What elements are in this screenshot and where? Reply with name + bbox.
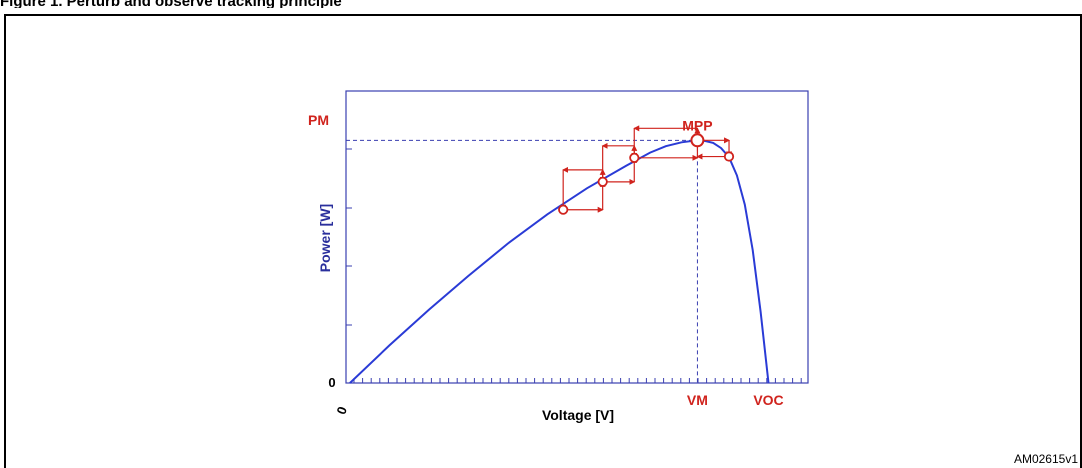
figure-frame — [4, 14, 1082, 468]
operating-point — [558, 204, 569, 215]
y-axis-label: Power [W] — [317, 204, 333, 272]
y-origin-label: 0 — [328, 375, 335, 390]
x-axis-ticks — [353, 378, 802, 383]
figure-caption: Figure 1. Perturb and observe tracking p… — [0, 0, 1082, 8]
operating-point — [597, 176, 608, 187]
figure-id: AM02615v1 — [1013, 452, 1078, 466]
perturb-observe-steps — [558, 125, 735, 215]
voc-label: VOC — [753, 392, 783, 408]
power-curve — [349, 139, 770, 384]
plot-border — [345, 90, 809, 384]
x-origin-label: 0 — [333, 404, 350, 416]
operating-point — [723, 151, 735, 162]
pm-label: PM — [308, 112, 329, 128]
x-axis-label: Voltage [V] — [542, 407, 614, 423]
mpp-guides — [346, 139, 698, 383]
mpp-label: MPP — [682, 117, 712, 133]
y-axis-ticks — [346, 148, 352, 326]
mpp-point — [690, 133, 705, 148]
vm-label: VM — [687, 392, 708, 408]
operating-point — [629, 152, 640, 163]
